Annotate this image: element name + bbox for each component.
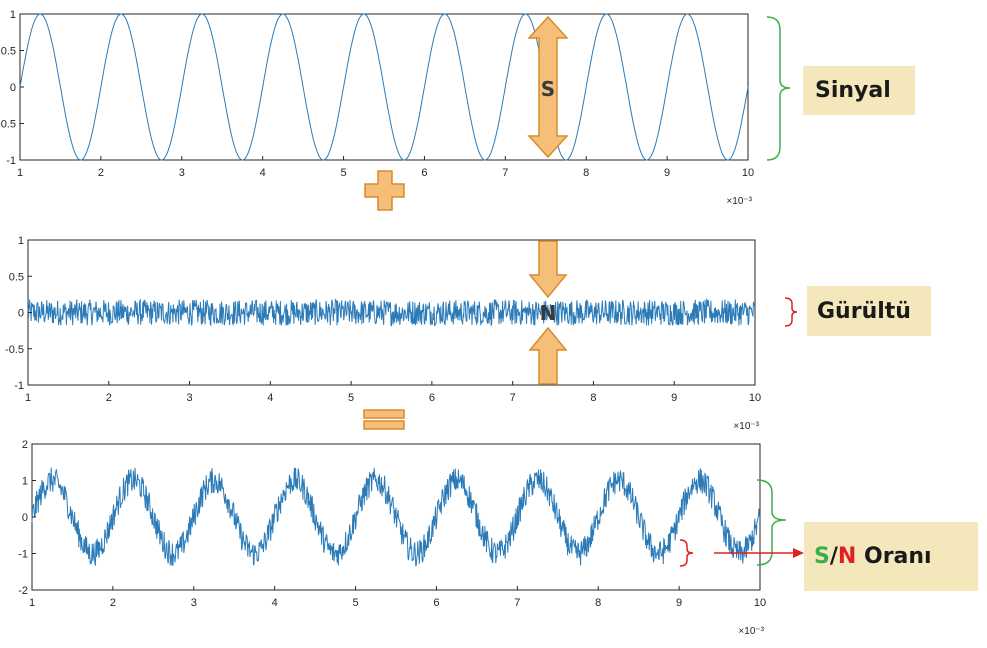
x-tick-label: 7 bbox=[514, 597, 520, 609]
x-tick-label: 8 bbox=[590, 392, 596, 404]
x-tick-label: 9 bbox=[676, 597, 682, 609]
x-tick-label: 6 bbox=[429, 392, 435, 404]
x-tick-label: 5 bbox=[352, 597, 358, 609]
x-tick-label: 10 bbox=[749, 392, 761, 404]
x-tick-label: 6 bbox=[421, 167, 427, 179]
noise-axis-ticks: 1 2 3 4 5 6 7 8 9 10 1 0.5 0 -0.5 -1 ×10⁻³ bbox=[5, 235, 761, 432]
y-tick-label: -2 bbox=[18, 585, 28, 597]
x-tick-label: 10 bbox=[742, 167, 754, 179]
y-tick-label: -0.5 bbox=[5, 344, 24, 356]
snr-connector-arrow bbox=[714, 548, 804, 558]
snr-badge-rest: Oranı bbox=[856, 544, 932, 569]
y-tick-label: -0.5 bbox=[0, 119, 16, 131]
x-tick-label: 6 bbox=[433, 597, 439, 609]
s-arrow-label: S bbox=[541, 77, 555, 101]
noise-trace bbox=[27, 298, 756, 327]
x-tick-label: 4 bbox=[267, 392, 273, 404]
x-tick-label: 3 bbox=[186, 392, 192, 404]
snr-signal-brace bbox=[756, 479, 787, 566]
x-tick-label: 1 bbox=[29, 597, 35, 609]
snr-badge: S / N Oranı bbox=[804, 522, 978, 591]
x-axis-multiplier: ×10⁻³ bbox=[726, 196, 752, 207]
y-tick-label: 0.5 bbox=[9, 271, 24, 283]
y-tick-label: 0 bbox=[18, 308, 24, 320]
noise-arrow-up-icon bbox=[528, 326, 568, 385]
plus-icon bbox=[364, 170, 405, 211]
signal-plot: 1 2 3 4 5 6 7 8 9 10 1 0.5 0 -0.5 -1 ×10⁻³ bbox=[0, 9, 754, 207]
x-tick-label: 3 bbox=[191, 597, 197, 609]
noise-badge-label: Gürültü bbox=[817, 298, 911, 324]
y-tick-label: 2 bbox=[22, 439, 28, 451]
snr-badge-s: S bbox=[814, 544, 830, 569]
equals-icon bbox=[363, 409, 405, 430]
x-tick-label: 4 bbox=[260, 167, 266, 179]
y-tick-label: 1 bbox=[18, 235, 24, 247]
signal-amplitude-arrow: S bbox=[527, 15, 569, 159]
y-tick-label: 0 bbox=[22, 512, 28, 524]
signal-badge: Sinyal bbox=[803, 66, 915, 115]
noisy-signal-trace bbox=[31, 467, 761, 567]
signal-axis-ticks: 1 2 3 4 5 6 7 8 9 10 1 0.5 0 -0.5 -1 ×10⁻³ bbox=[0, 9, 754, 207]
y-tick-label: 1 bbox=[10, 9, 16, 21]
x-tick-label: 5 bbox=[348, 392, 354, 404]
noise-amplitude-arrows: N bbox=[528, 240, 568, 385]
signal-trace bbox=[19, 13, 749, 161]
y-tick-label: 1 bbox=[22, 476, 28, 488]
x-axis-multiplier: ×10⁻³ bbox=[738, 626, 764, 637]
snr-badge-slash: / bbox=[829, 544, 838, 569]
x-tick-label: 9 bbox=[671, 392, 677, 404]
y-tick-label: 0.5 bbox=[1, 46, 16, 58]
x-axis-multiplier: ×10⁻³ bbox=[733, 421, 759, 432]
snr-badge-n: N bbox=[837, 544, 857, 569]
x-tick-label: 3 bbox=[179, 167, 185, 179]
x-tick-label: 5 bbox=[340, 167, 346, 179]
x-tick-label: 8 bbox=[583, 167, 589, 179]
x-tick-label: 9 bbox=[664, 167, 670, 179]
noise-badge: Gürültü bbox=[807, 286, 931, 336]
x-tick-label: 2 bbox=[98, 167, 104, 179]
x-tick-label: 4 bbox=[272, 597, 278, 609]
x-tick-label: 7 bbox=[510, 392, 516, 404]
y-tick-label: -1 bbox=[6, 155, 16, 167]
x-tick-label: 8 bbox=[595, 597, 601, 609]
noise-plot: 1 2 3 4 5 6 7 8 9 10 1 0.5 0 -0.5 -1 ×10⁻³ bbox=[5, 235, 761, 432]
noise-brace bbox=[784, 297, 798, 327]
snr-noise-brace bbox=[679, 539, 694, 567]
x-tick-label: 1 bbox=[25, 392, 31, 404]
n-arrow-label: N bbox=[540, 301, 557, 325]
x-tick-label: 2 bbox=[106, 392, 112, 404]
x-tick-label: 10 bbox=[754, 597, 766, 609]
x-tick-label: 7 bbox=[502, 167, 508, 179]
y-tick-label: -1 bbox=[14, 380, 24, 392]
y-tick-label: 0 bbox=[10, 82, 16, 94]
signal-brace bbox=[766, 16, 791, 161]
x-tick-label: 2 bbox=[110, 597, 116, 609]
noise-arrow-down-icon bbox=[528, 240, 568, 299]
x-tick-label: 1 bbox=[17, 167, 23, 179]
y-tick-label: -1 bbox=[18, 549, 28, 561]
signal-badge-label: Sinyal bbox=[815, 78, 891, 103]
